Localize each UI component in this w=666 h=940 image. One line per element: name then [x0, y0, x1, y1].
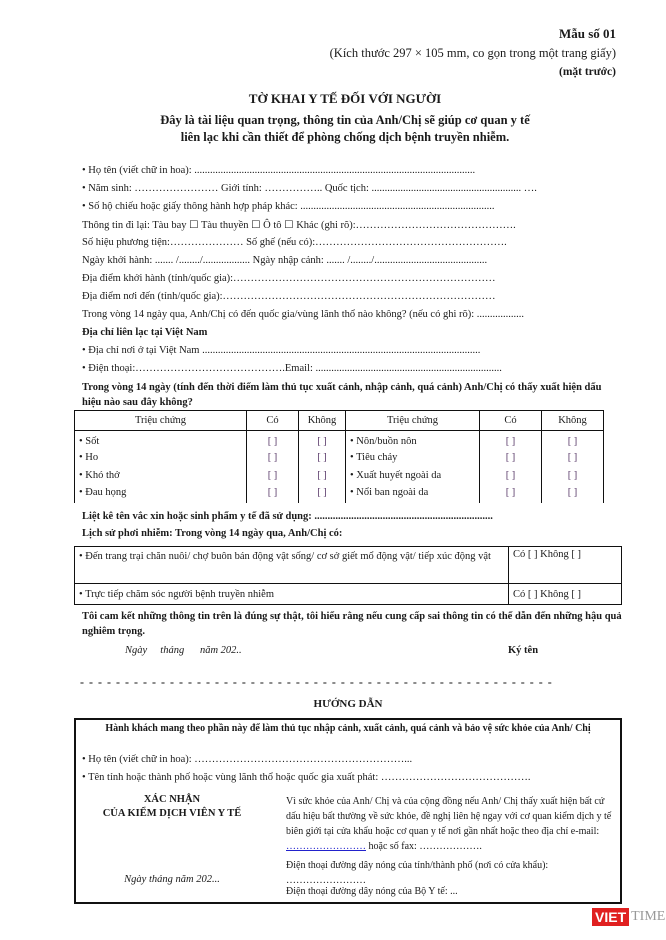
size-note: (Kích thước 297 × 105 mm, co gọn trong m…	[329, 46, 616, 60]
yes-checkbox[interactable]: [ ]	[479, 430, 542, 449]
form-field[interactable]: • Năm sinh: …………………… Giới tính: …………….. …	[82, 183, 537, 194]
symptom-label: • Xuất huyết ngoài da	[345, 466, 480, 485]
signature-label: Ký tên	[508, 645, 539, 656]
exposure-answer[interactable]: Có [ ] Không [ ]	[508, 583, 622, 605]
form-field[interactable]: Địa điểm khởi hành (tỉnh/quốc gia):………………	[82, 273, 496, 284]
form-field[interactable]: • Địa chỉ nơi ở tại Việt Nam ...........…	[82, 345, 481, 356]
viettimes-logo: VIET TIMES	[592, 907, 666, 927]
fax-text: hoặc số fax: ……………….	[366, 841, 482, 852]
exposure-item: • Đến trang trại chăn nuôi/ chợ buôn bán…	[74, 546, 509, 584]
header-yes: Có	[246, 410, 299, 431]
symptom-question: Trong vòng 14 ngày (tính đến thời điểm l…	[82, 382, 602, 408]
symptom-label: • Nôn/buồn nôn	[345, 430, 480, 449]
yes-checkbox[interactable]: [ ]	[246, 466, 299, 485]
section-heading: Địa chỉ liên lạc tại Việt Nam	[82, 327, 208, 338]
header-no: Không	[541, 410, 604, 431]
yes-checkbox[interactable]: [ ]	[246, 430, 299, 449]
header-yes: Có	[479, 410, 542, 431]
advice-text: Vì sức khỏe của Anh/ Chị và của cộng đồn…	[286, 796, 612, 837]
form-field[interactable]: • Số hộ chiếu hoặc giấy thông hành hợp p…	[82, 201, 495, 212]
guide-title: HƯỚNG DẪN	[313, 698, 383, 710]
no-checkbox[interactable]: [ ]	[298, 448, 346, 467]
form-field[interactable]: Địa điểm nơi đến (tỉnh/quốc gia):……………………	[82, 291, 496, 302]
yes-checkbox[interactable]: [ ]	[246, 484, 299, 503]
form-field[interactable]: • Điện thoại:…………………………………….Email: .....…	[82, 363, 502, 374]
form-field[interactable]: Ngày khởi hành: ....... /......../......…	[82, 255, 488, 266]
logo-part-2: TIMES	[631, 909, 666, 924]
confirm-date: Ngày tháng năm 202...	[124, 874, 220, 885]
hotline-ministry: Điện thoại đường dây nóng của Bộ Y tế: .…	[286, 886, 458, 897]
header-symptom: Triệu chứng	[74, 410, 247, 431]
symptom-label: • Tiêu chảy	[345, 448, 480, 467]
symptom-table: Triệu chứng Có Không Triệu chứng Có Khôn…	[74, 410, 604, 503]
subtitle-line-1: Đây là tài liệu quan trọng, thông tin củ…	[160, 113, 530, 127]
confirm-title-1: XÁC NHẬN	[143, 794, 201, 805]
guide-origin-field: • Tên tỉnh hoặc thành phố hoặc vùng lãnh…	[82, 772, 531, 783]
no-checkbox[interactable]: [ ]	[541, 484, 604, 503]
vaccine-line: Liệt kê tên vắc xin hoặc sinh phẩm y tế …	[82, 511, 493, 522]
symptom-label: • Ho	[74, 448, 247, 467]
commitment: Tôi cam kết những thông tin trên là đúng…	[82, 611, 622, 637]
health-advice: Vì sức khỏe của Anh/ Chị và của cộng đồn…	[286, 794, 618, 854]
date-line: Ngày tháng năm 202..	[125, 645, 242, 656]
yes-checkbox[interactable]: [ ]	[246, 448, 299, 467]
subtitle-line-2: liên lạc khi cần thiết để phòng chống dị…	[180, 130, 510, 144]
guide-box-title: Hành khách mang theo phần này để làm thủ…	[105, 723, 591, 734]
guide-box: Hành khách mang theo phần này để làm thủ…	[74, 718, 622, 904]
guide-name-field: • Họ tên (viết chữ in hoa): …………………………………	[82, 754, 413, 765]
yes-checkbox[interactable]: [ ]	[479, 448, 542, 467]
page-title: TỜ KHAI Y TẾ ĐỐI VỚI NGƯỜI	[248, 91, 442, 106]
yes-checkbox[interactable]: [ ]	[479, 484, 542, 503]
exposure-item: • Trực tiếp chăm sóc người bệnh truyền n…	[74, 583, 509, 605]
cut-line: - - - - - - - - - - - - - - - - - - - - …	[80, 675, 553, 689]
symptom-label: • Đau họng	[74, 484, 247, 503]
logo-part-1: VIET	[592, 908, 630, 926]
no-checkbox[interactable]: [ ]	[298, 484, 346, 503]
form-field[interactable]: Trong vòng 14 ngày qua, Anh/Chị có đến q…	[82, 309, 525, 320]
symptom-label: • Khó thở	[74, 466, 247, 485]
header-symptom: Triệu chứng	[345, 410, 480, 431]
no-checkbox[interactable]: [ ]	[298, 466, 346, 485]
yes-checkbox[interactable]: [ ]	[479, 466, 542, 485]
exposure-title: Lịch sử phơi nhiễm: Trong vòng 14 ngày q…	[82, 528, 343, 539]
form-field[interactable]: Số hiệu phương tiện:………………… Số ghế (nếu …	[82, 237, 507, 248]
symptom-label: • Sốt	[74, 430, 247, 449]
header-no: Không	[298, 410, 346, 431]
side-note: (mặt trước)	[558, 66, 616, 78]
symptom-label: • Nổi ban ngoài da	[345, 484, 480, 503]
form-field[interactable]: Thông tin đi lại: Tàu bay ☐ Tàu thuyền ☐…	[82, 220, 516, 231]
form-field[interactable]: • Họ tên (viết chữ in hoa): ............…	[82, 165, 476, 176]
exposure-answer[interactable]: Có [ ] Không [ ]	[508, 546, 622, 584]
hotline-province: Điện thoại đường dây nóng của tỉnh/thành…	[286, 860, 549, 886]
exposure-table: • Đến trang trại chăn nuôi/ chợ buôn bán…	[74, 546, 622, 605]
no-checkbox[interactable]: [ ]	[298, 430, 346, 449]
no-checkbox[interactable]: [ ]	[541, 430, 604, 449]
no-checkbox[interactable]: [ ]	[541, 448, 604, 467]
confirm-title-2: CỦA KIỂM DỊCH VIÊN Y TẾ	[102, 808, 242, 819]
no-checkbox[interactable]: [ ]	[541, 466, 604, 485]
email-link[interactable]: ……………………	[286, 841, 366, 852]
form-number: Mẫu số 01	[558, 26, 616, 41]
